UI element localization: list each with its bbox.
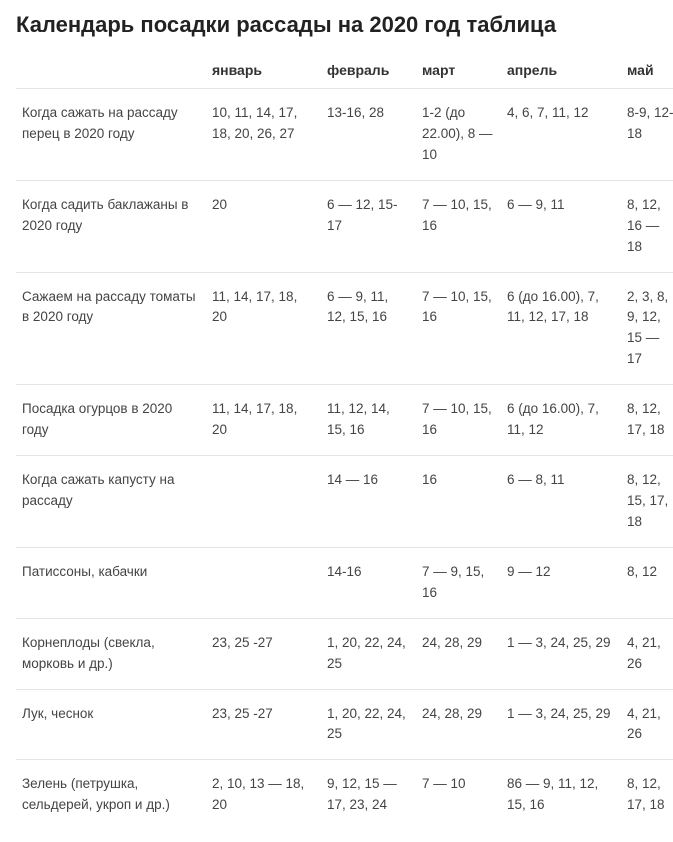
cell: 14 — 16 (321, 456, 416, 548)
row-label: Когда садить баклажаны в 2020 году (16, 180, 206, 272)
cell: 24, 28, 29 (416, 689, 501, 760)
col-header-label (16, 52, 206, 89)
table-row: Когда садить баклажаны в 2020 году206 — … (16, 180, 673, 272)
cell: 7 — 10, 15, 16 (416, 272, 501, 385)
row-label: Патиссоны, кабачки (16, 547, 206, 618)
table-row: Когда сажать капусту на рассаду 14 — 1616… (16, 456, 673, 548)
row-label: Посадка огурцов в 2020 году (16, 385, 206, 456)
cell: 4, 21, 26 (621, 689, 673, 760)
cell: 6 (до 16.00), 7, 11, 12, 17, 18 (501, 272, 621, 385)
col-header-may: май (621, 52, 673, 89)
cell: 2, 3, 8, 9, 12, 15 — 17 (621, 272, 673, 385)
table-row: Патиссоны, кабачки 14-167 — 9, 15, 169 — … (16, 547, 673, 618)
col-header-january: январь (206, 52, 321, 89)
cell: 1 — 3, 24, 25, 29 (501, 689, 621, 760)
cell: 7 — 10, 15, 16 (416, 180, 501, 272)
cell: 1 — 3, 24, 25, 29 (501, 618, 621, 689)
cell: 2, 10, 13 — 18, 20 (206, 760, 321, 830)
cell: 6 — 9, 11, 12, 15, 16 (321, 272, 416, 385)
cell: 11, 14, 17, 18, 20 (206, 385, 321, 456)
cell: 7 — 9, 15, 16 (416, 547, 501, 618)
cell: 23, 25 -27 (206, 618, 321, 689)
table-body: Когда сажать на рассаду перец в 2020 год… (16, 89, 673, 831)
cell: 24, 28, 29 (416, 618, 501, 689)
cell: 6 — 12, 15-17 (321, 180, 416, 272)
cell: 86 — 9, 11, 12, 15, 16 (501, 760, 621, 830)
cell: 23, 25 -27 (206, 689, 321, 760)
col-header-february: февраль (321, 52, 416, 89)
cell: 4, 6, 7, 11, 12 (501, 89, 621, 181)
row-label: Когда сажать на рассаду перец в 2020 год… (16, 89, 206, 181)
cell: 8, 12, 17, 18 (621, 385, 673, 456)
col-header-april: апрель (501, 52, 621, 89)
planting-calendar-table: январь февраль март апрель май Когда саж… (16, 52, 673, 830)
cell: 8-9, 12-18 (621, 89, 673, 181)
cell: 10, 11, 14, 17, 18, 20, 26, 27 (206, 89, 321, 181)
page-title: Календарь посадки рассады на 2020 год та… (16, 12, 657, 38)
cell (206, 547, 321, 618)
table-row: Зелень (петрушка, сельдерей, укроп и др.… (16, 760, 673, 830)
table-row: Когда сажать на рассаду перец в 2020 год… (16, 89, 673, 181)
row-label: Сажаем на рассаду томаты в 2020 году (16, 272, 206, 385)
row-label: Корнеплоды (свекла, морковь и др.) (16, 618, 206, 689)
table-row: Сажаем на рассаду томаты в 2020 году11, … (16, 272, 673, 385)
row-label: Когда сажать капусту на рассаду (16, 456, 206, 548)
cell: 1, 20, 22, 24, 25 (321, 618, 416, 689)
cell: 20 (206, 180, 321, 272)
table-row: Посадка огурцов в 2020 году11, 14, 17, 1… (16, 385, 673, 456)
cell: 13-16, 28 (321, 89, 416, 181)
table-header-row: январь февраль март апрель май (16, 52, 673, 89)
cell: 6 — 8, 11 (501, 456, 621, 548)
cell (206, 456, 321, 548)
cell: 9 — 12 (501, 547, 621, 618)
table-row: Корнеплоды (свекла, морковь и др.)23, 25… (16, 618, 673, 689)
row-label: Зелень (петрушка, сельдерей, укроп и др.… (16, 760, 206, 830)
cell: 8, 12, 15, 17, 18 (621, 456, 673, 548)
cell: 8, 12 (621, 547, 673, 618)
cell: 16 (416, 456, 501, 548)
cell: 11, 12, 14, 15, 16 (321, 385, 416, 456)
table-row: Лук, чеснок23, 25 -271, 20, 22, 24, 2524… (16, 689, 673, 760)
cell: 1-2 (до 22.00), 8 — 10 (416, 89, 501, 181)
cell: 8, 12, 17, 18 (621, 760, 673, 830)
cell: 6 (до 16.00), 7, 11, 12 (501, 385, 621, 456)
cell: 11, 14, 17, 18, 20 (206, 272, 321, 385)
cell: 1, 20, 22, 24, 25 (321, 689, 416, 760)
cell: 14-16 (321, 547, 416, 618)
cell: 7 — 10, 15, 16 (416, 385, 501, 456)
cell: 9, 12, 15 — 17, 23, 24 (321, 760, 416, 830)
cell: 8, 12, 16 — 18 (621, 180, 673, 272)
cell: 4, 21, 26 (621, 618, 673, 689)
cell: 6 — 9, 11 (501, 180, 621, 272)
cell: 7 — 10 (416, 760, 501, 830)
col-header-march: март (416, 52, 501, 89)
row-label: Лук, чеснок (16, 689, 206, 760)
